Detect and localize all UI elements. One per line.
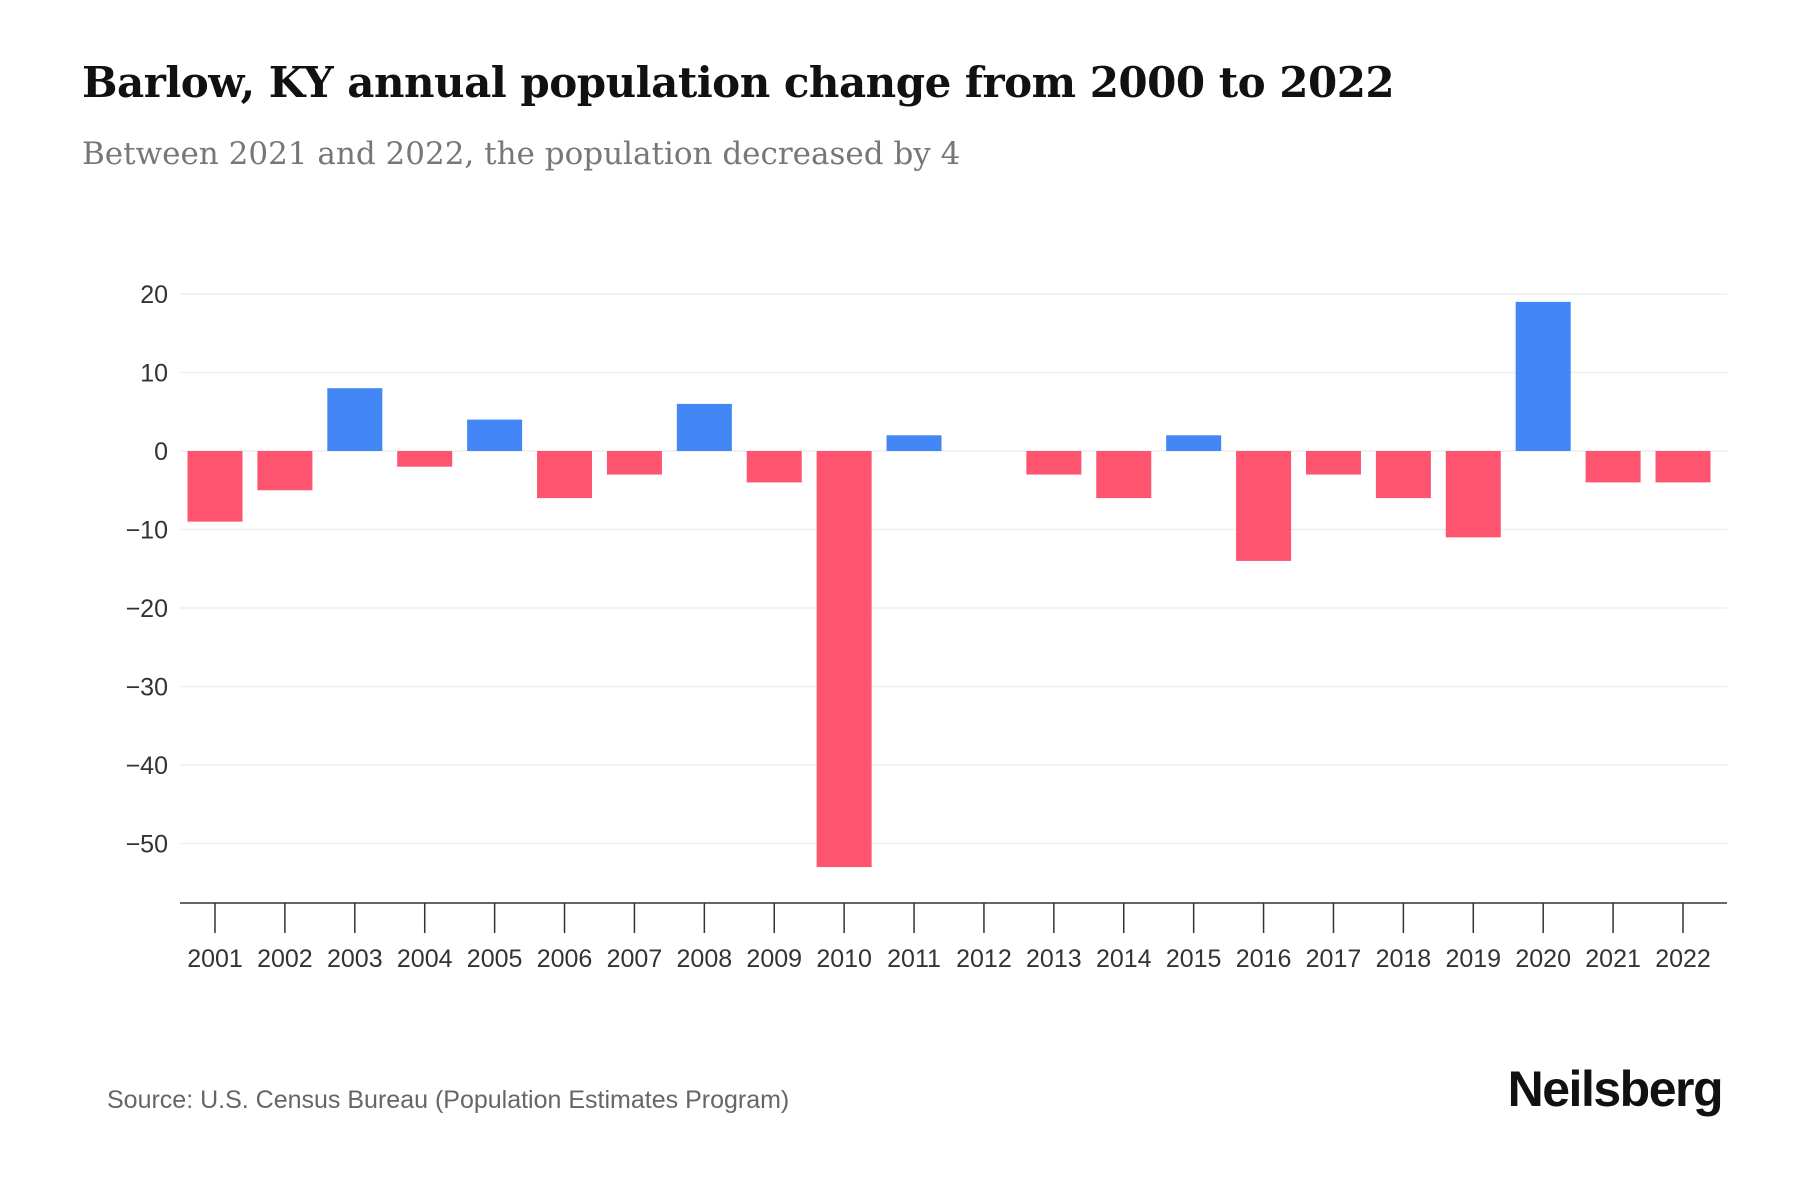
bar-2014 xyxy=(1096,451,1152,499)
x-tick-label: 2008 xyxy=(677,945,733,973)
bar-2017 xyxy=(1305,451,1361,475)
x-tick-label: 2009 xyxy=(746,945,802,973)
bar-2019 xyxy=(1445,451,1501,538)
y-tick-label: 20 xyxy=(140,281,168,309)
x-tick-label: 2007 xyxy=(607,945,663,973)
x-tick-label: 2019 xyxy=(1445,945,1501,973)
y-tick-label: −10 xyxy=(126,517,168,545)
source-note: Source: U.S. Census Bureau (Population E… xyxy=(107,1086,790,1114)
bar-2002 xyxy=(257,451,313,491)
bar-2016 xyxy=(1236,451,1292,561)
x-tick-label: 2014 xyxy=(1096,945,1152,973)
y-tick-label: −50 xyxy=(126,831,168,859)
bar-2013 xyxy=(1026,451,1082,475)
x-tick-label: 2020 xyxy=(1515,945,1571,973)
bar-2005 xyxy=(467,419,523,451)
x-tick-label: 2011 xyxy=(887,945,941,973)
bar-2011 xyxy=(886,435,942,451)
x-tick-label: 2018 xyxy=(1376,945,1432,973)
bar-2008 xyxy=(676,403,732,451)
x-tick-label: 2017 xyxy=(1306,945,1362,973)
x-tick-label: 2005 xyxy=(467,945,523,973)
x-tick-label: 2002 xyxy=(257,945,313,973)
y-tick-label: −40 xyxy=(126,752,168,780)
x-tick-label: 2006 xyxy=(537,945,593,973)
bar-2018 xyxy=(1375,451,1431,499)
x-tick-label: 2010 xyxy=(816,945,872,973)
bar-2007 xyxy=(606,451,662,475)
y-tick-label: 0 xyxy=(154,438,168,466)
x-tick-label: 2022 xyxy=(1655,945,1711,973)
x-tick-label: 2004 xyxy=(397,945,453,973)
bar-2009 xyxy=(746,451,802,483)
bar-2020 xyxy=(1515,301,1571,451)
bar-2006 xyxy=(537,451,593,499)
neilsberg-logo: Neilsberg xyxy=(1507,1061,1724,1117)
x-tick-label: 2003 xyxy=(327,945,383,973)
bar-2015 xyxy=(1166,435,1222,451)
x-tick-label: 2015 xyxy=(1166,945,1222,973)
x-tick-label: 2012 xyxy=(956,945,1012,973)
x-tick-label: 2016 xyxy=(1236,945,1292,973)
x-tick-label: 2013 xyxy=(1026,945,1082,973)
bar-2004 xyxy=(397,451,453,467)
chart-title: Barlow, KY annual population change from… xyxy=(82,58,1395,107)
bar-2021 xyxy=(1585,451,1641,483)
bar-2001 xyxy=(187,451,243,522)
bar-2022 xyxy=(1655,451,1711,483)
bar-2003 xyxy=(327,388,383,451)
bar-2010 xyxy=(816,451,872,868)
y-tick-label: −20 xyxy=(126,595,168,623)
x-tick-label: 2001 xyxy=(187,945,243,973)
chart-subtitle: Between 2021 and 2022, the population de… xyxy=(82,136,961,172)
y-tick-label: −30 xyxy=(126,674,168,702)
x-tick-label: 2021 xyxy=(1585,945,1641,973)
y-tick-label: 10 xyxy=(140,360,168,388)
